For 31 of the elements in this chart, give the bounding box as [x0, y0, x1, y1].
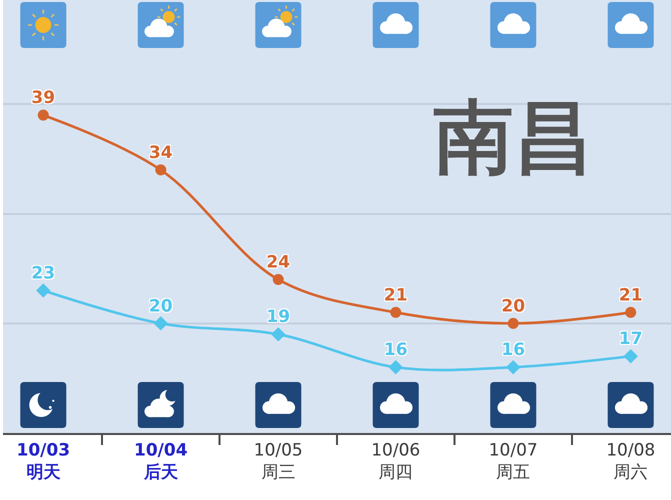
data-label: 39 [31, 88, 56, 108]
x-tick-label: 10/06 周四 [371, 440, 420, 482]
x-tick-label: 10/03 明天 [16, 440, 70, 482]
point [625, 306, 636, 318]
point [506, 360, 520, 374]
data-label: 16 [384, 340, 408, 360]
data-label: 24 [266, 252, 290, 272]
point [271, 327, 286, 342]
data-label: 19 [266, 307, 290, 328]
point [38, 110, 49, 121]
data-label: 23 [31, 263, 56, 284]
text: 南昌 [433, 91, 594, 184]
point [390, 306, 402, 318]
point [388, 360, 403, 374]
data-label: 21 [618, 285, 643, 306]
point [624, 349, 638, 364]
data-label: 34 [148, 142, 173, 163]
x-tick-label: 10/07 周五 [488, 440, 538, 482]
point [272, 274, 284, 286]
data-label: 20 [501, 296, 526, 316]
data-label: 20 [148, 296, 173, 316]
x-tick-label: 10/05 周三 [254, 440, 303, 482]
data-label: 21 [384, 285, 408, 306]
x-tick-label: 10/08 周六 [606, 440, 656, 482]
data-label: 17 [618, 329, 643, 350]
point [154, 316, 168, 331]
point [36, 283, 50, 298]
point [155, 164, 166, 176]
x-tick-label: 10/04 后天 [134, 440, 188, 482]
point [508, 318, 519, 329]
data-label: 16 [501, 340, 526, 360]
